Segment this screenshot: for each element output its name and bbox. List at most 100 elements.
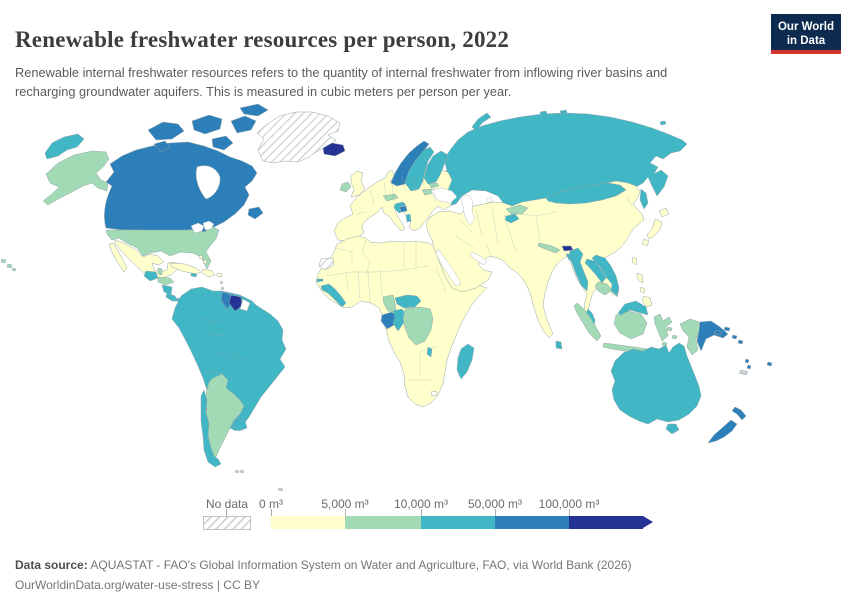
- region-fiji[interactable]: [766, 361, 773, 367]
- region-canada-arctic-islands[interactable]: [147, 103, 269, 220]
- region-cuba[interactable]: [169, 262, 202, 275]
- region-tasmania[interactable]: [665, 423, 680, 435]
- region-nepal[interactable]: [537, 242, 561, 254]
- region-canada[interactable]: [104, 141, 258, 234]
- region-new-zealand[interactable]: [707, 406, 747, 444]
- legend-bin-label-0: 0 m³: [259, 497, 283, 511]
- region-solomon-islands[interactable]: [731, 334, 744, 345]
- region-mongolia[interactable]: [545, 182, 627, 205]
- page-title: Renewable freshwater resources per perso…: [15, 27, 510, 53]
- region-japan[interactable]: [641, 207, 670, 247]
- legend-tick: [495, 509, 496, 516]
- chart-subtitle: Renewable internal freshwater resources …: [15, 64, 668, 99]
- region-belize[interactable]: [157, 267, 163, 276]
- region-argentina-paraguay[interactable]: [204, 373, 245, 467]
- region-sweden[interactable]: [404, 146, 435, 192]
- legend-no-data-swatch[interactable]: [203, 516, 251, 530]
- region-tajikistan[interactable]: [504, 213, 520, 224]
- legend-bin-label-2: 10,000 m³: [393, 497, 449, 511]
- inland-water: [190, 187, 493, 287]
- legend-tick: [271, 509, 272, 516]
- region-malawi[interactable]: [426, 346, 433, 358]
- region-guinea-sierra-leone-liberia[interactable]: [320, 283, 347, 308]
- region-taiwan[interactable]: [631, 256, 638, 266]
- region-costa-rica[interactable]: [165, 292, 179, 302]
- region-sakhalin[interactable]: [639, 188, 649, 210]
- region-usa[interactable]: [105, 225, 220, 270]
- region-french-guiana[interactable]: [239, 298, 251, 312]
- url-license-line[interactable]: OurWorldinData.org/water-use-stress | CC…: [15, 578, 260, 592]
- legend-arrow-cap: [643, 516, 653, 528]
- region-guyana[interactable]: [220, 291, 233, 310]
- region-papua-new-guinea[interactable]: [696, 320, 729, 352]
- region-ireland[interactable]: [339, 181, 352, 193]
- region-honduras[interactable]: [157, 276, 175, 286]
- region-gambia[interactable]: [316, 278, 324, 283]
- region-borneo-indonesia[interactable]: [613, 310, 648, 340]
- legend-no-data-label: No data: [205, 497, 249, 511]
- region-estonia[interactable]: [428, 182, 440, 189]
- country-borders: [195, 175, 633, 381]
- region-bahamas[interactable]: [198, 254, 208, 265]
- persian-gulf: [469, 251, 488, 266]
- region-vanuatu[interactable]: [744, 358, 752, 370]
- legend-swatch-1[interactable]: [345, 516, 421, 529]
- region-uruguay[interactable]: [232, 418, 248, 432]
- region-puerto-rico[interactable]: [216, 272, 223, 278]
- legend-bin-label-1: 5,000 m³: [321, 497, 369, 511]
- region-sri-lanka[interactable]: [555, 340, 563, 350]
- region-lesotho[interactable]: [430, 390, 438, 397]
- region-suriname[interactable]: [228, 294, 243, 312]
- region-west-papua[interactable]: [679, 318, 701, 356]
- region-austria[interactable]: [382, 193, 399, 202]
- data-source-label: Data source:: [15, 558, 88, 572]
- region-novaya-zemlya[interactable]: [471, 112, 492, 132]
- region-hispaniola[interactable]: [201, 268, 216, 278]
- legend-swatch-4[interactable]: [569, 516, 643, 529]
- owid-logo[interactable]: Our World in Data: [771, 14, 841, 54]
- region-south-georgia[interactable]: [277, 487, 284, 492]
- region-malaysia-borneo[interactable]: [617, 300, 649, 316]
- legend-swatch-0[interactable]: [271, 516, 345, 529]
- great-lakes: [190, 220, 215, 234]
- region-albania[interactable]: [405, 213, 412, 223]
- region-falkland-islands[interactable]: [234, 469, 245, 474]
- region-europe-mainland[interactable]: [333, 169, 455, 242]
- region-greenland[interactable]: [256, 111, 341, 164]
- region-chukotka[interactable]: [44, 133, 85, 160]
- region-hawaii[interactable]: [0, 258, 17, 272]
- region-cambodia[interactable]: [594, 281, 613, 296]
- region-iceland[interactable]: [322, 142, 346, 157]
- region-madagascar[interactable]: [456, 343, 475, 380]
- region-new-britain[interactable]: [713, 326, 731, 336]
- region-arctic-islets[interactable]: [539, 109, 667, 126]
- legend-tick: [345, 509, 346, 516]
- red-sea: [435, 248, 462, 287]
- legend-swatch-2[interactable]: [421, 516, 495, 529]
- region-bosnia[interactable]: [399, 205, 408, 213]
- region-sumatra[interactable]: [573, 302, 602, 342]
- aral-sea: [486, 197, 493, 203]
- region-western-sahara[interactable]: [318, 257, 335, 271]
- owid-logo-line1: Our World: [777, 20, 834, 33]
- region-congo[interactable]: [392, 308, 407, 332]
- region-jamaica[interactable]: [190, 272, 198, 278]
- region-kyrgyzstan[interactable]: [505, 204, 529, 215]
- region-mexico[interactable]: [108, 239, 179, 279]
- region-philippines[interactable]: [636, 272, 653, 308]
- region-alaska[interactable]: [42, 150, 110, 206]
- region-new-caledonia[interactable]: [738, 369, 749, 376]
- region-chile[interactable]: [200, 389, 222, 468]
- region-south-america-teal[interactable]: [171, 286, 287, 432]
- region-guatemala[interactable]: [143, 270, 159, 282]
- region-myanmar[interactable]: [568, 247, 589, 292]
- region-australia[interactable]: [610, 342, 702, 425]
- legend-bin-label-3: 50,000 m³: [467, 497, 523, 511]
- legend-swatch-3[interactable]: [495, 516, 569, 529]
- region-dr-congo[interactable]: [402, 306, 434, 346]
- region-central-african-republic[interactable]: [394, 294, 422, 309]
- region-united-kingdom[interactable]: [350, 170, 366, 198]
- region-sulawesi[interactable]: [653, 313, 673, 342]
